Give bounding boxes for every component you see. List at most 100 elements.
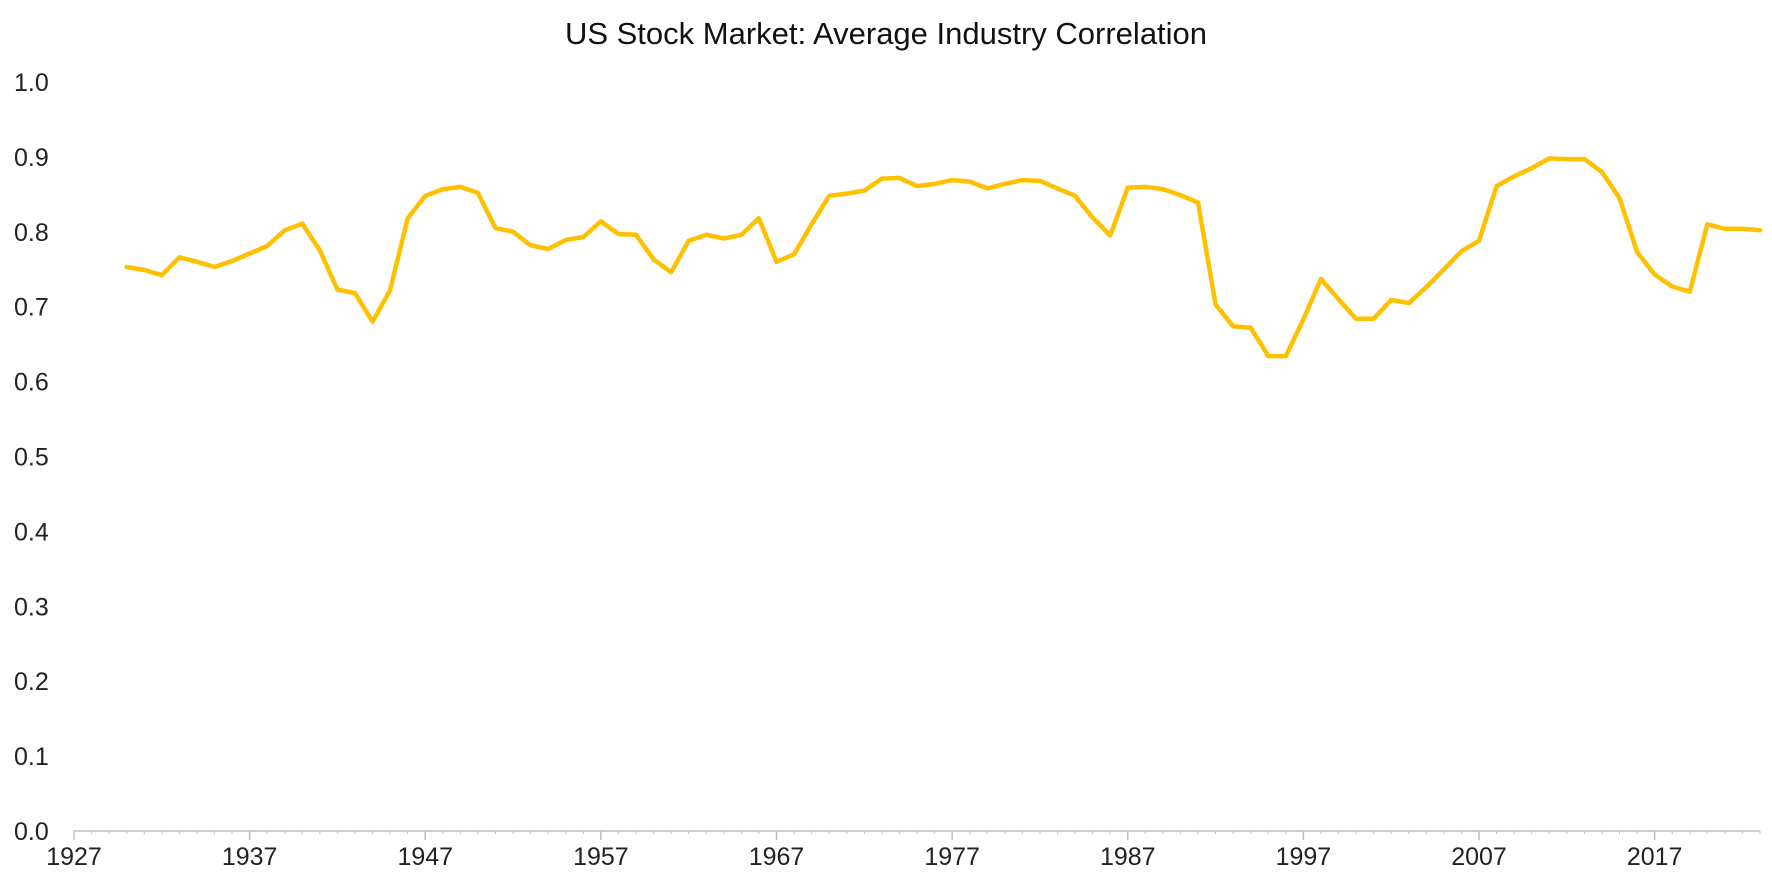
data-point: [756, 216, 761, 221]
data-point: [265, 244, 270, 249]
data-point: [282, 228, 287, 233]
x-tick-label: 1957: [573, 843, 629, 871]
data-point: [985, 186, 990, 191]
data-point: [1002, 181, 1007, 186]
data-point: [142, 267, 147, 272]
x-tick-label: 1977: [924, 843, 980, 871]
data-point: [1125, 185, 1130, 190]
data-point: [1266, 354, 1271, 359]
data-point: [405, 216, 410, 221]
data-point: [581, 235, 586, 240]
data-point: [511, 229, 516, 234]
data-point: [1090, 215, 1095, 220]
x-tick-label: 2007: [1451, 843, 1507, 871]
data-point: [1108, 233, 1113, 238]
data-point: [1336, 297, 1341, 302]
x-tick-label: 1937: [222, 843, 278, 871]
data-point: [1687, 289, 1692, 294]
x-tick-label: 2017: [1627, 843, 1683, 871]
data-point: [686, 238, 691, 243]
data-point: [1740, 226, 1745, 231]
data-point: [493, 226, 498, 231]
x-tick-label: 1987: [1100, 843, 1156, 871]
x-tick-label: 1967: [749, 843, 805, 871]
data-point: [1547, 156, 1552, 161]
data-point: [388, 288, 393, 293]
data-point: [967, 179, 972, 184]
data-point: [1073, 193, 1078, 198]
y-tick-label: 0.2: [14, 668, 49, 696]
data-point: [598, 219, 603, 224]
data-point: [1424, 285, 1429, 290]
data-point: [1758, 228, 1762, 233]
data-point: [546, 247, 551, 252]
data-point: [1020, 178, 1025, 183]
x-tick-label: 1947: [397, 843, 453, 871]
data-point: [616, 232, 621, 237]
data-point: [1564, 157, 1569, 162]
data-point: [1301, 317, 1306, 322]
data-point: [563, 238, 568, 243]
data-point: [1248, 325, 1253, 330]
data-point: [1477, 238, 1481, 243]
data-point: [1459, 249, 1464, 254]
data-point: [1705, 222, 1710, 227]
y-tick-label: 0.7: [14, 294, 49, 322]
data-point: [1231, 324, 1236, 329]
data-point: [651, 257, 656, 262]
data-point: [159, 273, 164, 278]
data-point: [809, 222, 814, 227]
data-point: [1722, 226, 1727, 231]
data-point: [1635, 250, 1640, 255]
data-point: [440, 187, 445, 192]
data-point: [194, 259, 199, 264]
data-point: [634, 232, 638, 237]
data-point: [704, 232, 709, 237]
data-point: [950, 178, 955, 183]
data-point: [1160, 187, 1165, 192]
data-point: [897, 175, 902, 180]
y-tick-label: 0.9: [14, 144, 49, 172]
y-tick-label: 0.0: [14, 818, 49, 846]
data-point: [300, 221, 305, 226]
data-point: [212, 265, 217, 270]
data-point: [353, 291, 357, 296]
data-point: [1055, 186, 1060, 191]
y-tick-label: 0.3: [14, 593, 49, 621]
data-point: [335, 287, 340, 292]
data-point: [230, 259, 235, 264]
data-point: [475, 190, 480, 195]
x-tick-label: 1997: [1276, 843, 1332, 871]
y-tick-label: 1.0: [14, 69, 49, 97]
data-point: [124, 265, 129, 270]
y-tick-label: 0.4: [14, 518, 49, 546]
data-point: [458, 184, 463, 189]
data-point: [423, 193, 428, 198]
y-tick-label: 0.8: [14, 219, 49, 247]
data-point: [370, 319, 375, 324]
data-point: [1389, 297, 1394, 302]
data-point: [1196, 200, 1200, 205]
data-point: [177, 255, 182, 260]
data-point: [1143, 184, 1148, 189]
series-line: [124, 156, 1763, 359]
data-point: [1617, 196, 1622, 201]
data-point: [774, 259, 779, 264]
data-point: [669, 270, 674, 275]
y-tick-label: 0.1: [14, 743, 49, 771]
data-point: [721, 236, 726, 241]
x-tick-label: 1927: [46, 843, 102, 871]
data-point: [1441, 267, 1446, 272]
data-point: [1512, 174, 1517, 179]
data-point: [1494, 184, 1499, 189]
data-point: [1371, 316, 1376, 321]
data-point: [1599, 169, 1604, 174]
data-point: [1318, 276, 1323, 281]
data-point: [1406, 300, 1411, 305]
data-point: [932, 181, 937, 186]
data-point: [1529, 166, 1534, 171]
data-point: [317, 248, 322, 253]
data-point: [844, 191, 849, 196]
